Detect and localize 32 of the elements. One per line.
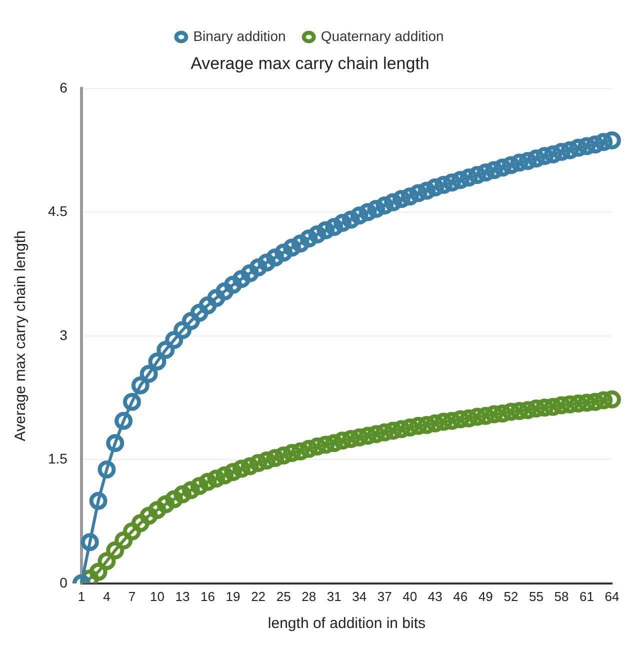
- y-tick-label: 1.5: [48, 450, 68, 467]
- x-tick-label: 37: [377, 588, 392, 604]
- x-tick-label: 40: [402, 588, 418, 604]
- x-tick-label: 10: [150, 588, 164, 604]
- chart-title: Average max carry chain length: [190, 54, 430, 73]
- x-tick-label: 61: [580, 588, 594, 604]
- x-tick-label: 49: [478, 588, 493, 604]
- x-axis-title: length of addition in bits: [268, 615, 426, 632]
- legend-label: Quaternary addition: [320, 28, 444, 44]
- y-tick-label: 6: [60, 79, 68, 96]
- x-tick-label: 34: [352, 588, 367, 604]
- x-tick-label: 52: [504, 588, 518, 604]
- legend-label: Binary addition: [193, 28, 286, 44]
- x-tick-label: 19: [226, 588, 240, 604]
- y-tick-label: 3: [60, 326, 68, 343]
- x-tick-label: 46: [453, 588, 468, 604]
- x-tick-label: 55: [528, 588, 544, 604]
- y-tick-label: 4.5: [48, 203, 68, 220]
- x-tick-label: 7: [128, 588, 136, 604]
- x-tick-label: 31: [326, 588, 342, 604]
- y-tick-label: 0: [60, 574, 68, 590]
- x-tick-label: 22: [251, 588, 266, 604]
- x-tick-label: 43: [428, 588, 442, 604]
- x-tick-label: 25: [276, 588, 291, 604]
- x-tick-label: 4: [103, 588, 110, 604]
- x-tick-label: 28: [302, 588, 316, 604]
- x-tick-label: 13: [175, 588, 190, 604]
- x-tick-label: 58: [554, 588, 569, 604]
- x-tick-label: 64: [604, 588, 620, 604]
- y-axis-title: Average max carry chain length: [12, 230, 30, 442]
- x-tick-label: 1: [78, 588, 86, 604]
- x-tick-label: 16: [200, 588, 216, 604]
